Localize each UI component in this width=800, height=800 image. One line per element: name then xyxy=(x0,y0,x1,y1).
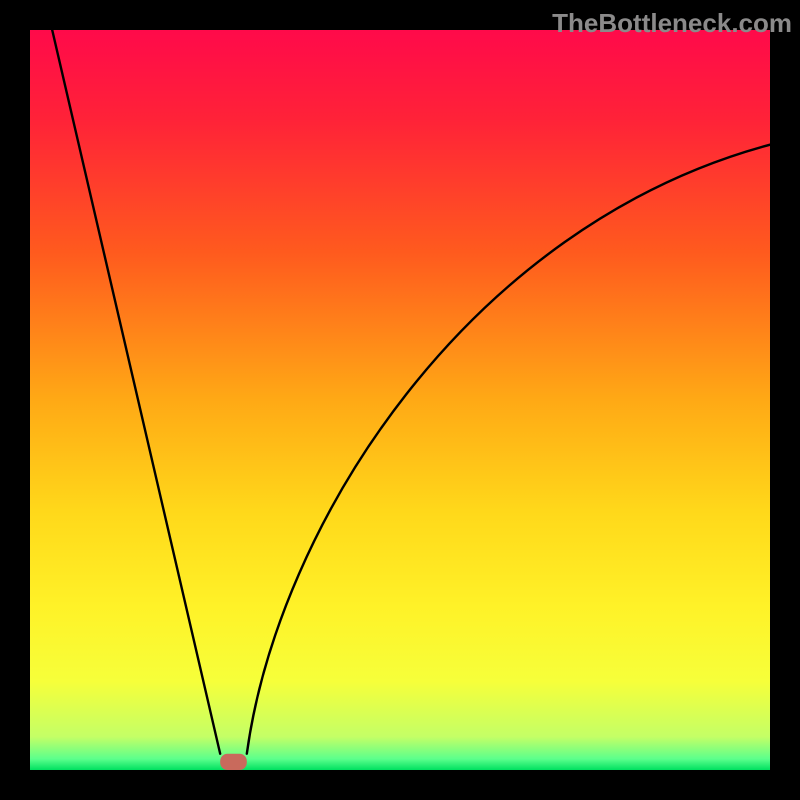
stage: TheBottleneck.com xyxy=(0,0,800,800)
watermark-label: TheBottleneck.com xyxy=(552,8,792,39)
bottleneck-chart xyxy=(30,30,770,770)
plot-background xyxy=(30,30,770,770)
notch-cap xyxy=(220,754,247,770)
